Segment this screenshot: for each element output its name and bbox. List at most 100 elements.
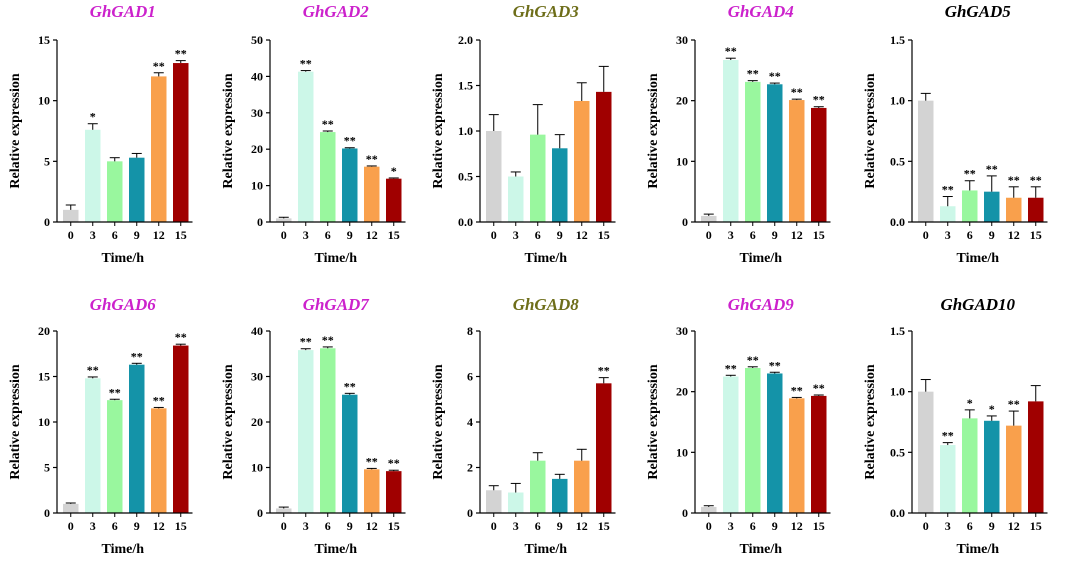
significance-label: ** [986, 162, 998, 176]
chart-panel-GhGAD7: GhGAD7 0 ** 3 ** 6 ** 9 ** 12 ** 15 0 10 20 30 40 Time/h R… [221, 295, 406, 557]
y-axis-label: Relative expression [431, 73, 446, 188]
y-tick-label: 10 [251, 461, 263, 475]
y-tick-label: 10 [38, 415, 50, 429]
chart-panel-GhGAD3: GhGAD3 0 3 6 9 12 15 0.0 0.5 1.0 1.5 2.0 Time/h Relat… [431, 2, 616, 266]
y-axis-label: Relative expression [221, 364, 236, 479]
x-tick-label: 15 [1030, 228, 1042, 242]
bar-3 [508, 492, 524, 513]
y-tick-label: 30 [676, 33, 688, 47]
x-tick-label: 6 [325, 228, 331, 242]
x-tick-label: 9 [134, 228, 140, 242]
significance-label: ** [942, 183, 954, 197]
x-axis-label: Time/h [524, 251, 567, 266]
x-tick-label: 15 [813, 519, 825, 533]
x-tick-label: 0 [281, 519, 287, 533]
y-tick-label: 0.0 [890, 506, 905, 520]
chart-title: GhGAD9 [728, 295, 795, 314]
x-tick-label: 3 [728, 228, 734, 242]
bar-6 [107, 161, 123, 222]
x-axis-label: Time/h [101, 542, 144, 557]
y-tick-label: 0 [682, 506, 688, 520]
x-tick-label: 6 [112, 519, 118, 533]
x-tick-label: 3 [945, 228, 951, 242]
x-tick-label: 12 [1008, 519, 1020, 533]
x-tick-label: 9 [772, 228, 778, 242]
y-axis-label: Relative expression [8, 73, 23, 188]
bar-12 [1006, 425, 1022, 513]
x-axis-label: Time/h [524, 542, 567, 557]
chart-panel-GhGAD2: GhGAD2 0 ** 3 ** 6 ** 9 ** 12 * 15 0 10 20 30 40 50 Time/h… [221, 2, 406, 266]
x-tick-label: 0 [491, 519, 497, 533]
y-tick-label: 10 [676, 154, 688, 168]
y-tick-label: 50 [251, 33, 263, 47]
bar-9 [342, 148, 358, 222]
bar-9 [342, 394, 358, 513]
significance-label: ** [813, 93, 825, 107]
bar-12 [364, 166, 380, 222]
significance-label: ** [747, 353, 759, 367]
y-axis-label: Relative expression [221, 73, 236, 188]
y-tick-label: 20 [251, 415, 263, 429]
chart-title: GhGAD7 [303, 295, 371, 314]
significance-label: ** [769, 358, 781, 372]
y-axis-label: Relative expression [646, 73, 661, 188]
y-tick-label: 1.0 [890, 385, 905, 399]
x-tick-label: 12 [576, 228, 588, 242]
x-tick-label: 12 [1008, 228, 1020, 242]
x-tick-label: 6 [325, 519, 331, 533]
bar-3 [298, 350, 314, 513]
y-tick-label: 30 [251, 370, 263, 384]
bar-12 [574, 460, 590, 513]
significance-label: * [391, 164, 397, 178]
significance-label: ** [791, 85, 803, 99]
chart-title: GhGAD5 [945, 2, 1012, 21]
y-tick-label: 0 [44, 215, 50, 229]
x-axis-label: Time/h [739, 251, 782, 266]
chart-title: GhGAD4 [728, 2, 794, 21]
y-tick-label: 10 [251, 179, 263, 193]
y-axis-label: Relative expression [8, 364, 23, 479]
bar-0 [486, 131, 502, 222]
significance-label: ** [300, 57, 312, 71]
bar-0 [701, 215, 717, 222]
bar-9 [129, 157, 145, 222]
bar-0 [276, 508, 292, 513]
y-tick-label: 1.0 [890, 94, 905, 108]
bar-3 [940, 445, 956, 513]
chart-title: GhGAD3 [513, 2, 580, 21]
bar-0 [918, 100, 934, 222]
significance-label: ** [964, 167, 976, 181]
bar-6 [320, 348, 336, 513]
y-tick-label: 20 [676, 94, 688, 108]
x-tick-label: 0 [923, 228, 929, 242]
bar-3 [85, 129, 101, 222]
y-tick-label: 10 [38, 94, 50, 108]
bar-9 [552, 478, 568, 513]
x-tick-label: 15 [1030, 519, 1042, 533]
chart-panel-GhGAD10: GhGAD10 0 ** 3 * 6 * 9 ** 12 15 0.0 0.5 1.0 1.5 Time/h R… [863, 295, 1048, 557]
bar-6 [745, 81, 761, 222]
x-tick-label: 12 [366, 519, 378, 533]
y-tick-label: 0 [257, 215, 263, 229]
y-tick-label: 15 [38, 370, 50, 384]
x-tick-label: 9 [557, 519, 563, 533]
bar-12 [789, 398, 805, 513]
bar-3 [723, 60, 739, 222]
bar-15 [1028, 197, 1044, 222]
bar-12 [789, 100, 805, 222]
chart-panel-GhGAD9: GhGAD9 0 ** 3 ** 6 ** 9 ** 12 ** 15 0 10 20 30 Time/h Rel… [646, 295, 831, 557]
y-tick-label: 0 [682, 215, 688, 229]
x-tick-label: 0 [68, 228, 74, 242]
x-tick-label: 15 [598, 228, 610, 242]
y-tick-label: 1.0 [458, 124, 473, 138]
significance-label: ** [344, 134, 356, 148]
x-tick-label: 12 [791, 519, 803, 533]
bar-15 [811, 395, 827, 513]
bar-9 [552, 148, 568, 222]
bar-3 [508, 176, 524, 222]
y-tick-label: 0 [44, 506, 50, 520]
y-tick-label: 8 [467, 324, 473, 338]
significance-label: ** [769, 69, 781, 83]
significance-label: ** [725, 44, 737, 58]
significance-label: ** [598, 364, 610, 378]
